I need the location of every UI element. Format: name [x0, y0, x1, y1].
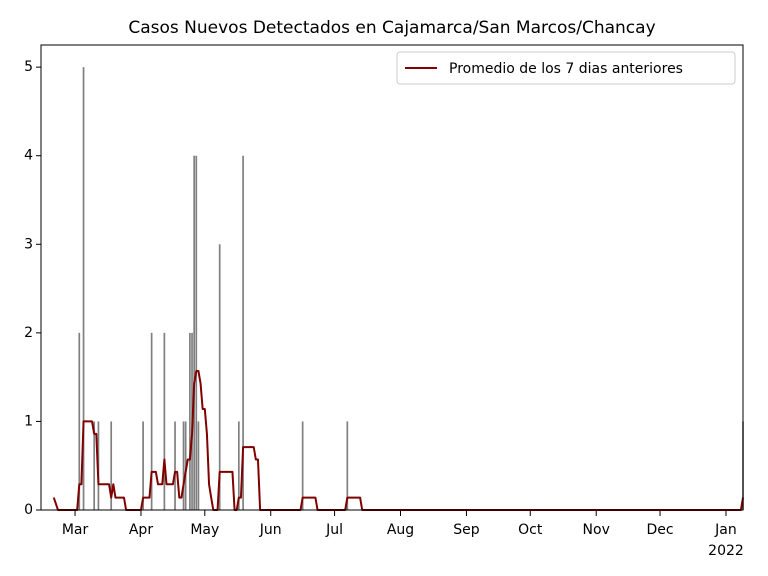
x-tick-label: Nov — [583, 522, 610, 538]
bar — [182, 421, 185, 510]
plot-frame — [40, 44, 744, 511]
y-tick-label: 0 — [24, 502, 33, 518]
x-tick-label: Oct — [518, 522, 543, 538]
bar — [93, 421, 96, 510]
bar — [110, 421, 113, 510]
bar — [184, 421, 187, 510]
y-tick-label: 4 — [24, 148, 33, 164]
y-tick-label: 2 — [24, 325, 33, 341]
y-tick-label: 1 — [24, 413, 33, 429]
bar — [189, 332, 191, 510]
average-line — [52, 369, 744, 511]
bar — [237, 421, 240, 510]
x-tick-label: Jan — [714, 522, 737, 538]
bar — [346, 421, 349, 510]
x-tick-label: Dec — [646, 522, 673, 538]
bar — [197, 421, 200, 510]
x-tick-label: May — [190, 522, 219, 538]
x-tick-label: Mar — [62, 522, 89, 538]
x-tick-label: Jul — [325, 522, 343, 538]
legend-box — [396, 51, 736, 85]
bar — [174, 421, 176, 510]
legend-label: Promedio de los 7 dias anteriores — [449, 61, 683, 77]
bar — [82, 67, 85, 511]
bar — [78, 332, 81, 510]
bar — [242, 155, 244, 510]
chart-title: Casos Nuevos Detectados en Cajamarca/San… — [128, 18, 655, 38]
bar — [193, 155, 196, 510]
bar — [218, 244, 221, 511]
bar — [142, 421, 144, 510]
bar — [163, 332, 166, 510]
x-tick-label: Apr — [129, 522, 153, 538]
x-tick-label: Aug — [387, 522, 414, 538]
y-tick-label: 3 — [24, 236, 33, 252]
bar — [195, 155, 198, 510]
y-tick-label: 5 — [24, 59, 33, 75]
bar — [150, 332, 153, 510]
x-tick-label: Jun — [259, 522, 282, 538]
bar — [301, 421, 304, 510]
x-tick-label: Sep — [453, 522, 480, 538]
x-year-label: 2022 — [708, 543, 744, 559]
